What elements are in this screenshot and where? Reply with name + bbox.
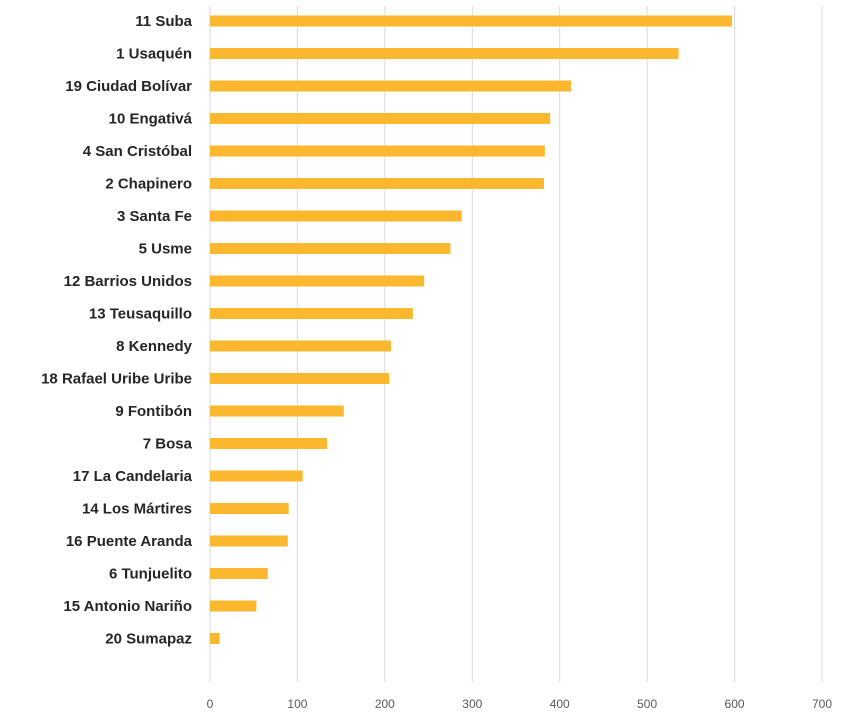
bar — [210, 113, 551, 124]
x-tick-label: 700 — [812, 697, 832, 711]
bar — [210, 308, 413, 319]
bars — [210, 15, 732, 644]
bar — [210, 210, 462, 222]
bar — [210, 80, 572, 92]
category-label: 3 Santa Fe — [117, 208, 192, 225]
x-tick-label: 600 — [725, 697, 745, 711]
x-tick-label: 100 — [287, 697, 307, 711]
category-label: 18 Rafael Uribe Uribe — [41, 371, 192, 388]
category-label: 19 Ciudad Bolívar — [65, 78, 192, 95]
category-label: 13 Teusaquillo — [89, 306, 192, 323]
category-label: 4 San Cristóbal — [83, 143, 192, 160]
x-tick-label: 0 — [207, 697, 214, 711]
category-label: 15 Antonio Nariño — [63, 598, 192, 615]
category-label: 7 Bosa — [143, 436, 193, 453]
bar — [210, 503, 289, 514]
bar — [210, 470, 303, 482]
x-tick-label: 500 — [637, 697, 657, 711]
bar — [210, 340, 391, 352]
bar — [210, 633, 220, 644]
category-label: 14 Los Mártires — [82, 501, 192, 518]
bar — [210, 178, 544, 189]
category-label: 1 Usaquén — [116, 46, 192, 63]
x-tick-label: 300 — [462, 697, 482, 711]
bar — [210, 48, 679, 59]
category-label: 20 Sumapaz — [105, 631, 192, 648]
bar — [210, 438, 328, 449]
bar — [210, 373, 390, 384]
x-tick-label: 400 — [550, 697, 570, 711]
category-label: 16 Puente Aranda — [66, 533, 193, 550]
bar — [210, 275, 425, 287]
bar — [210, 568, 268, 579]
bar — [210, 535, 288, 547]
category-label: 10 Engativá — [109, 111, 193, 128]
category-label: 17 La Candelaria — [73, 468, 193, 485]
bar — [210, 600, 257, 612]
category-labels: 11 Suba 1 Usaquén 19 Ciudad Bolívar 10 Enga… — [41, 13, 193, 648]
bar — [210, 145, 545, 157]
bar — [210, 243, 451, 254]
x-tick-label: 200 — [375, 697, 395, 711]
category-label: 11 Suba — [135, 13, 192, 30]
category-label: 8 Kennedy — [116, 338, 193, 355]
category-label: 5 Usme — [139, 241, 192, 258]
x-axis-tick-labels: 0 100 200 300 400 500 600 700 — [207, 697, 833, 711]
category-label: 2 Chapinero — [105, 176, 192, 193]
category-label: 12 Barrios Unidos — [64, 273, 192, 290]
category-label: 9 Fontibón — [115, 403, 192, 420]
bar — [210, 405, 344, 417]
bar — [210, 15, 732, 27]
category-label: 6 Tunjuelito — [109, 566, 192, 583]
